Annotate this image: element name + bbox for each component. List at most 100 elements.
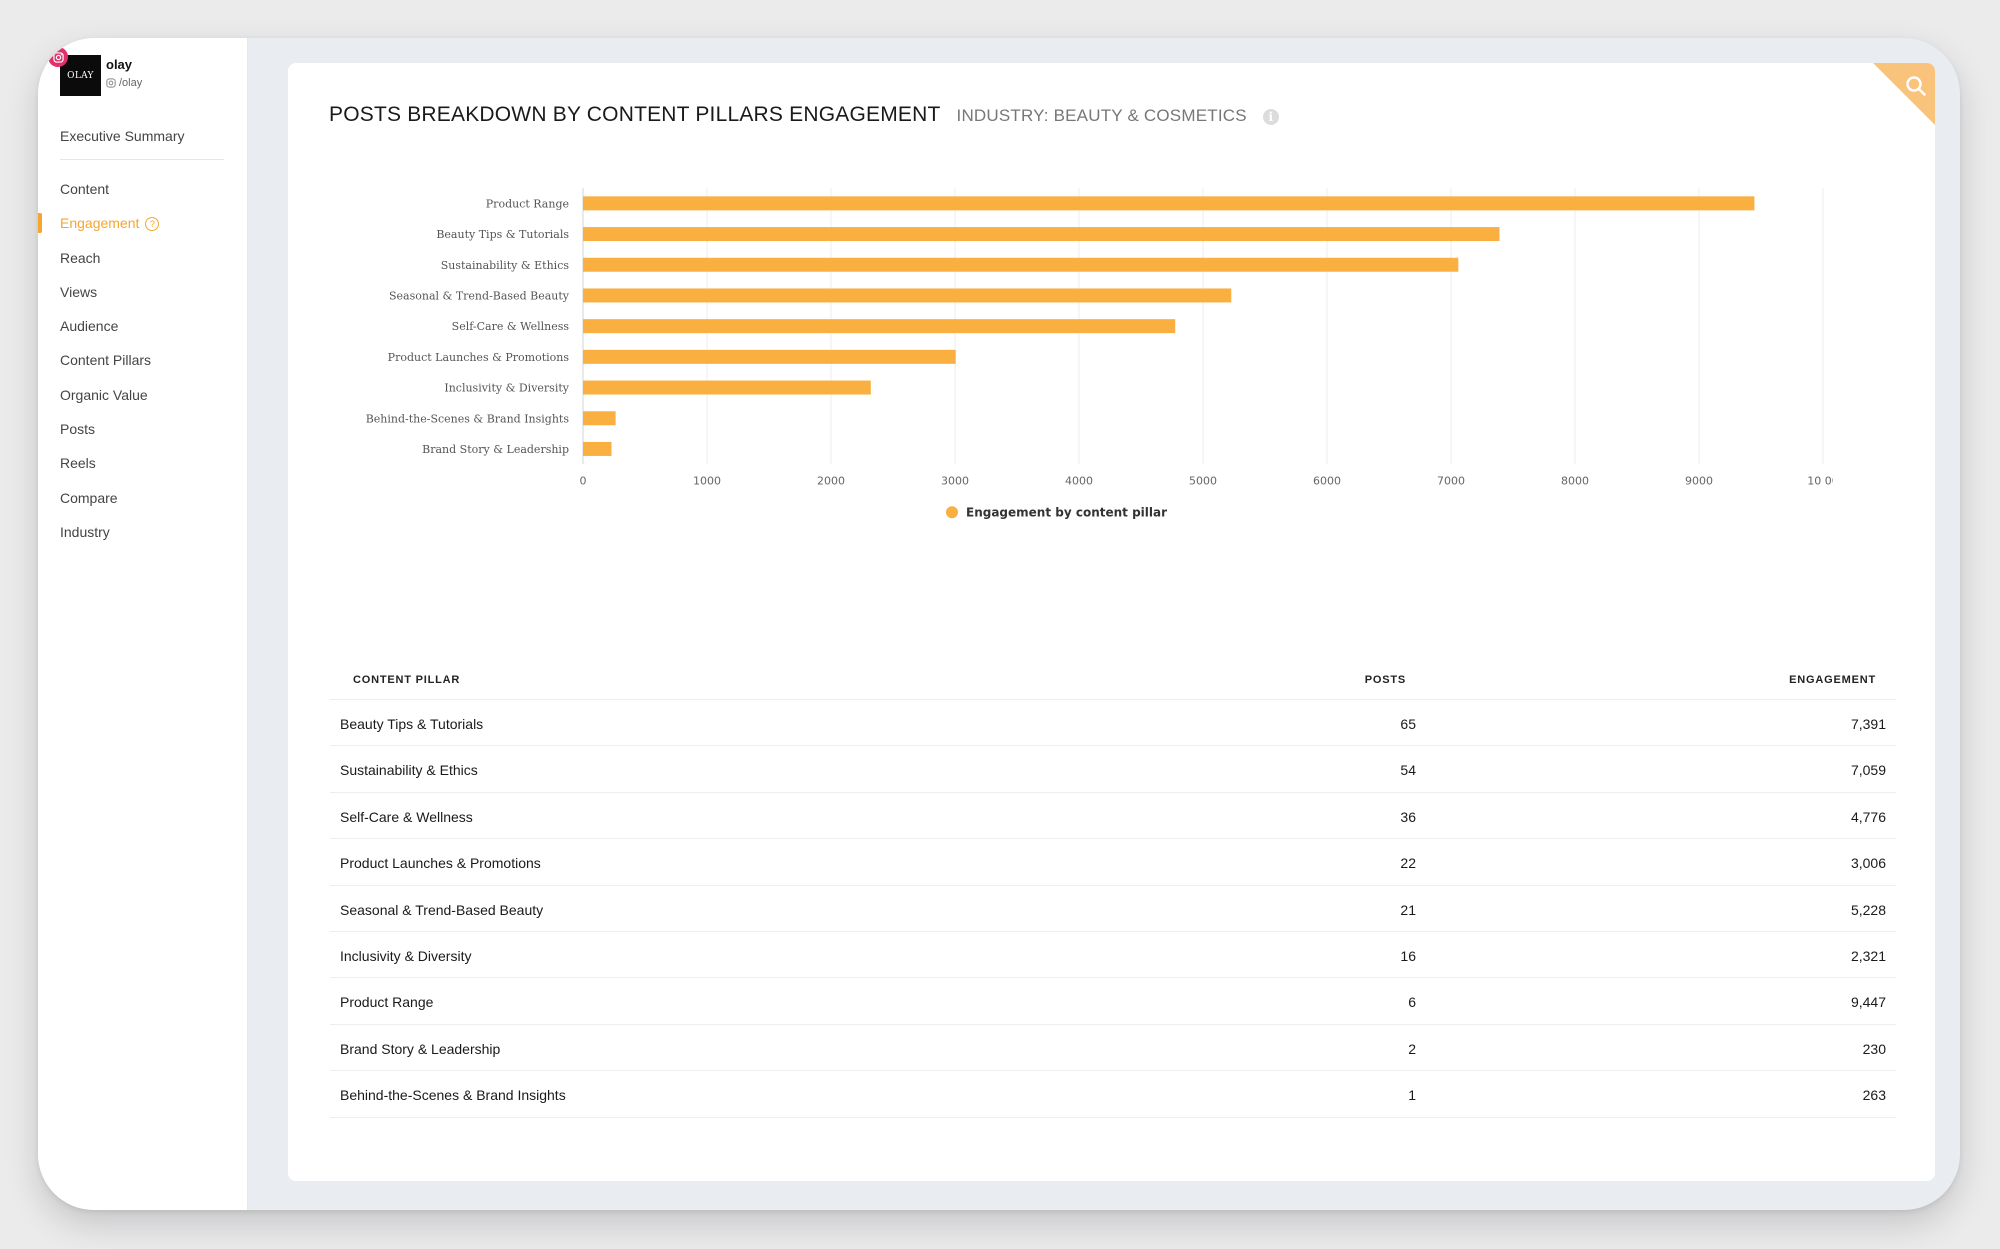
x-tick-label: 1000 — [693, 474, 721, 487]
cell-content-pillar: Sustainability & Ethics — [340, 762, 478, 779]
sidebar-item-reach[interactable]: Reach — [38, 241, 247, 275]
nav-list: Content Engagement? Reach Views Audience Cont… — [38, 172, 247, 549]
legend-marker[interactable] — [946, 506, 958, 519]
bar[interactable] — [583, 196, 1755, 211]
legend-label[interactable]: Engagement by content pillar — [966, 505, 1167, 519]
sidebar-item-organic-value[interactable]: Organic Value — [38, 378, 247, 412]
nav-executive-summary[interactable]: Executive Summary — [60, 128, 185, 144]
table-row[interactable]: Seasonal & Trend-Based Beauty 21 5,228 — [330, 886, 1896, 932]
cell-content-pillar: Product Range — [340, 994, 434, 1011]
category-label: Seasonal & Trend-Based Beauty — [389, 289, 570, 302]
bar[interactable] — [583, 411, 616, 426]
sidebar-item-posts[interactable]: Posts — [38, 412, 247, 446]
x-tick-label: 10 00 — [1807, 474, 1839, 487]
x-tick-label: 6000 — [1313, 474, 1341, 487]
cell-engagement: 5,228 — [1850, 901, 1886, 918]
sidebar-item-audience[interactable]: Audience — [38, 309, 247, 343]
cell-engagement: 3,006 — [1850, 855, 1886, 872]
instagram-icon — [48, 47, 68, 67]
cell-engagement: 230 — [1862, 1040, 1886, 1057]
profile-handle-text: /olay — [119, 77, 143, 89]
table-row[interactable]: Behind-the-Scenes & Brand Insights 1 263 — [330, 1071, 1896, 1118]
sidebar-item-content[interactable]: Content — [38, 172, 247, 206]
cell-content-pillar: Product Launches & Promotions — [340, 855, 541, 872]
profile-handle: /olay — [106, 77, 142, 89]
sidebar-item-engagement[interactable]: Engagement? — [38, 206, 247, 240]
table-body: Beauty Tips & Tutorials 65 7,391 Sustainabi… — [330, 700, 1896, 1118]
table-row[interactable]: Self-Care & Wellness 36 4,776 — [330, 793, 1896, 840]
category-label: Self-Care & Wellness — [452, 320, 570, 333]
search-icon[interactable] — [1905, 75, 1927, 97]
cell-content-pillar: Self-Care & Wellness — [340, 808, 473, 825]
profile-header[interactable]: OLAY olay /olay — [48, 47, 240, 99]
category-label: Product Range — [486, 197, 569, 210]
sidebar-item-label: Industry — [60, 523, 110, 540]
x-tick-label: 9000 — [1685, 474, 1713, 487]
content-pillar-table: CONTENT PILLAR POSTS ENGAGEMENT Beauty T… — [330, 658, 1896, 1118]
profile-name: olay — [106, 57, 133, 72]
bar[interactable] — [583, 380, 871, 395]
instagram-small-icon — [106, 78, 116, 88]
cell-posts: 2 — [1408, 1040, 1416, 1057]
bar[interactable] — [583, 319, 1176, 334]
bar[interactable] — [583, 257, 1459, 272]
header-posts[interactable]: POSTS — [1364, 674, 1406, 686]
sidebar-item-label: Views — [60, 283, 98, 300]
category-label: Product Launches & Promotions — [388, 351, 570, 364]
cell-engagement: 7,059 — [1850, 762, 1886, 779]
category-label: Sustainability & Ethics — [441, 259, 570, 272]
table-row[interactable]: Product Launches & Promotions 22 3,006 — [330, 839, 1896, 886]
sidebar-item-label: Compare — [60, 489, 118, 506]
engagement-card: POSTS BREAKDOWN BY CONTENT PILLARS ENGAG… — [288, 63, 1935, 1181]
brand-logo-text: OLAY — [67, 70, 94, 81]
category-label: Brand Story & Leadership — [422, 443, 569, 456]
bar[interactable] — [583, 349, 956, 364]
cell-content-pillar: Seasonal & Trend-Based Beauty — [340, 901, 544, 918]
sidebar-item-views[interactable]: Views — [38, 275, 247, 309]
x-tick-label: 8000 — [1561, 474, 1589, 487]
sidebar-item-label: Reels — [60, 455, 96, 472]
bar[interactable] — [583, 227, 1500, 242]
category-label: Beauty Tips & Tutorials — [436, 228, 569, 241]
cell-content-pillar: Brand Story & Leadership — [340, 1040, 501, 1057]
sidebar-item-label: Content — [60, 181, 110, 197]
sidebar-item-label: Audience — [60, 318, 119, 335]
sidebar-item-label: Organic Value — [60, 386, 148, 403]
category-label: Inclusivity & Diversity — [444, 382, 569, 395]
card-title: POSTS BREAKDOWN BY CONTENT PILLARS ENGAG… — [329, 103, 941, 126]
x-tick-label: 2000 — [817, 474, 845, 487]
cell-posts: 22 — [1400, 855, 1416, 872]
cell-engagement: 2,321 — [1850, 947, 1886, 964]
card-subtitle: INDUSTRY: BEAUTY & COSMETICS — [956, 106, 1247, 125]
x-tick-label: 7000 — [1437, 474, 1465, 487]
sidebar-item-industry[interactable]: Industry — [38, 515, 247, 549]
bar[interactable] — [583, 441, 612, 456]
bar[interactable] — [583, 288, 1232, 303]
cell-posts: 54 — [1400, 762, 1416, 779]
header-content-pillar[interactable]: CONTENT PILLAR — [353, 674, 461, 686]
brand-logo: OLAY — [60, 55, 101, 96]
table-row[interactable]: Beauty Tips & Tutorials 65 7,391 — [330, 700, 1896, 747]
app-frame: OLAY olay /olay Executive Summary Conten… — [38, 38, 1960, 1210]
x-tick-label: 0 — [580, 474, 587, 487]
sidebar-item-compare[interactable]: Compare — [38, 481, 247, 515]
table-row[interactable]: Product Range 6 9,447 — [330, 978, 1896, 1025]
category-label: Behind-the-Scenes & Brand Insights — [366, 412, 570, 425]
info-icon[interactable]: i — [1262, 109, 1279, 125]
cell-posts: 36 — [1400, 808, 1416, 825]
sidebar-item-content-pillars[interactable]: Content Pillars — [38, 343, 247, 377]
cell-content-pillar: Beauty Tips & Tutorials — [340, 716, 484, 732]
table-row[interactable]: Inclusivity & Diversity 16 2,321 — [330, 932, 1896, 979]
header-engagement[interactable]: ENGAGEMENT — [1789, 674, 1876, 686]
sidebar-item-reels[interactable]: Reels — [38, 446, 247, 480]
cell-posts: 1 — [1408, 1087, 1416, 1104]
table-row[interactable]: Brand Story & Leadership 2 230 — [330, 1025, 1896, 1072]
cell-posts: 21 — [1400, 901, 1416, 918]
sidebar-item-label: Posts — [60, 421, 96, 438]
cell-content-pillar: Inclusivity & Diversity — [340, 947, 472, 964]
cell-engagement: 263 — [1862, 1087, 1886, 1104]
table-row[interactable]: Sustainability & Ethics 54 7,059 — [330, 746, 1896, 793]
x-tick-label: 5000 — [1189, 474, 1217, 487]
help-icon[interactable]: ? — [145, 217, 160, 232]
cell-content-pillar: Behind-the-Scenes & Brand Insights — [340, 1087, 566, 1104]
